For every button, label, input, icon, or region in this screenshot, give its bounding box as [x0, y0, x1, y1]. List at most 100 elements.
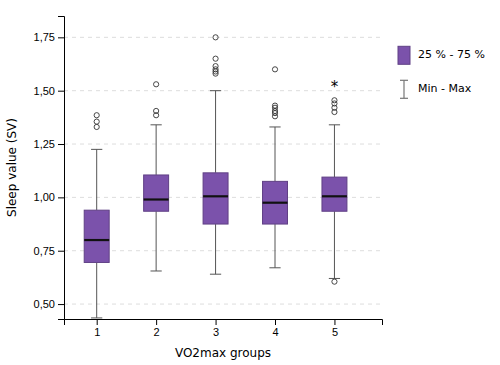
- box-group: [84, 113, 109, 318]
- tick: 1,50: [34, 85, 64, 97]
- whisker-cap-low: [210, 274, 221, 275]
- whisker-high: [215, 91, 216, 173]
- tick-mark: [216, 319, 217, 325]
- whisker-high: [96, 149, 97, 210]
- whisker-cap-high: [151, 124, 162, 125]
- whisker-low: [156, 211, 157, 271]
- tick-label: 4: [272, 326, 278, 338]
- whisker-high: [156, 125, 157, 175]
- box-group: [203, 35, 228, 274]
- box: [203, 173, 228, 224]
- tick-label: 2: [154, 326, 160, 338]
- box-group: [322, 98, 347, 285]
- outlier: [272, 103, 277, 108]
- y-axis: 0,50 0,75 1,00 1,25 1,50 1,75: [34, 17, 65, 320]
- box: [84, 210, 109, 262]
- x-axis-title: VO2max groups: [175, 346, 271, 360]
- median: [322, 195, 347, 197]
- tick: 0,75: [34, 245, 64, 257]
- chart: 1 2 3 4 5 0,50 0,75 1,00 1,25 1,50 1,75 VO2max grou…: [0, 0, 500, 365]
- whisker-cap-low: [151, 270, 162, 271]
- tick-label: 1,50: [34, 85, 55, 97]
- axis-line: [58, 17, 65, 320]
- box: [263, 181, 288, 224]
- outlier: [154, 82, 159, 87]
- box-group: [263, 67, 288, 268]
- tick: 1: [94, 319, 100, 338]
- outlier: [332, 98, 337, 103]
- legend-swatch: [400, 98, 408, 99]
- outlier: [94, 113, 99, 118]
- legend: 25 % - 75 % Min - Max: [398, 46, 485, 98]
- whisker-cap-high: [210, 90, 221, 91]
- outlier: [213, 56, 218, 61]
- legend-item: 25 % - 75 %: [398, 46, 485, 64]
- grid: [64, 37, 382, 304]
- tick-mark: [58, 197, 64, 198]
- outlier: [154, 108, 159, 113]
- tick-label: 1,75: [34, 31, 55, 43]
- whisker-high: [275, 127, 276, 181]
- axis-line: [65, 320, 383, 326]
- tick: 1,75: [34, 31, 64, 43]
- grid-line: [64, 304, 382, 305]
- tick: 0,50: [34, 298, 64, 310]
- tick: 4: [272, 319, 278, 338]
- whisker-cap-low: [91, 317, 102, 318]
- median: [144, 198, 169, 200]
- tick-label: 0,75: [34, 245, 55, 257]
- whisker-low: [334, 211, 335, 278]
- grid-line: [64, 37, 382, 38]
- tick-label: 1,25: [34, 138, 55, 150]
- whisker-cap-low: [269, 267, 280, 268]
- box: [322, 177, 347, 211]
- box: [144, 175, 169, 211]
- tick-label: 3: [213, 326, 219, 338]
- legend-item: Min - Max: [400, 80, 472, 98]
- tick-mark: [58, 37, 64, 38]
- whisker-cap-high: [91, 149, 102, 150]
- tick-mark: [58, 251, 64, 252]
- whisker-cap-high: [269, 126, 280, 127]
- median: [203, 195, 228, 197]
- outlier: [94, 124, 99, 129]
- tick: 5: [332, 319, 338, 338]
- median: [263, 202, 288, 204]
- box-group: [144, 82, 169, 271]
- tick-label: 1,00: [34, 191, 55, 203]
- outlier: [94, 119, 99, 124]
- marks: [84, 35, 347, 318]
- legend-label: 25 % - 75 %: [418, 48, 485, 61]
- tick-label: 1: [94, 326, 100, 338]
- outlier: [272, 67, 277, 72]
- tick-mark: [275, 319, 276, 325]
- legend-swatch: [403, 80, 404, 98]
- y-axis-title: Sleep value (SV): [5, 118, 19, 217]
- tick: 2: [154, 319, 160, 338]
- legend-swatch: [398, 46, 410, 64]
- tick-mark: [58, 91, 64, 92]
- whisker-low: [215, 224, 216, 274]
- tick-mark: [156, 319, 157, 325]
- whisker-high: [334, 125, 335, 177]
- outlier: [332, 279, 337, 284]
- annotation: *: [331, 78, 339, 96]
- plot: 1 2 3 4 5 0,50 0,75 1,00 1,25 1,50 1,75 VO2max grou…: [5, 17, 485, 361]
- whisker-low: [96, 262, 97, 317]
- tick-mark: [58, 304, 64, 305]
- tick-mark: [58, 144, 64, 145]
- tick-label: 0,50: [34, 298, 55, 310]
- legend-swatch: [400, 80, 408, 81]
- tick: 1,25: [34, 138, 64, 150]
- tick-mark: [97, 319, 98, 325]
- outlier: [213, 64, 218, 69]
- median: [84, 239, 109, 241]
- tick-label: 5: [332, 326, 338, 338]
- outlier: [213, 35, 218, 40]
- tick: 1,00: [34, 191, 64, 203]
- legend-label: Min - Max: [418, 82, 472, 95]
- x-axis: 1 2 3 4 5: [65, 319, 383, 338]
- whisker-low: [275, 224, 276, 268]
- tick-mark: [334, 319, 335, 325]
- whisker-cap-high: [329, 124, 340, 125]
